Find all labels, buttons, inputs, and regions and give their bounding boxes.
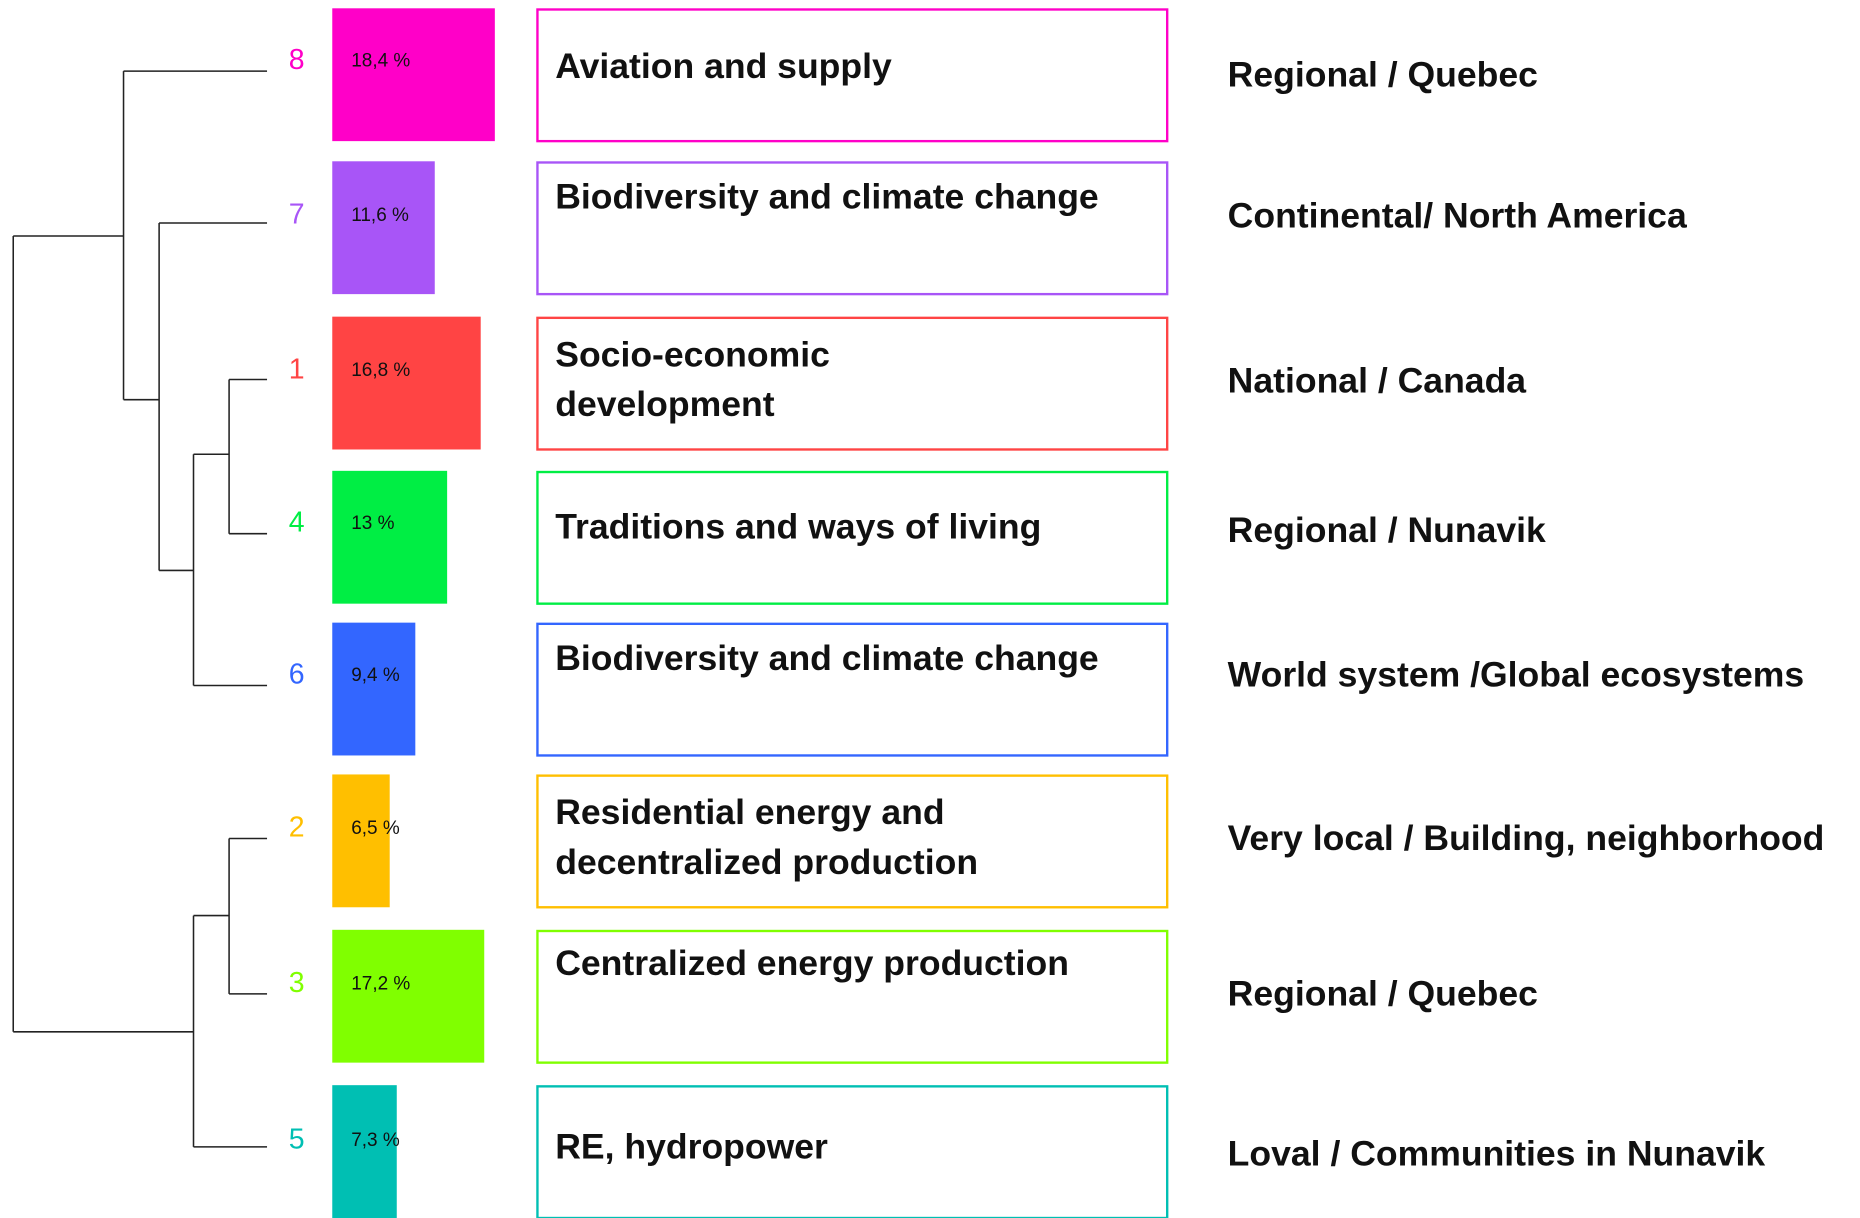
- cluster-number: 7: [289, 198, 305, 230]
- theme-box: [536, 161, 1169, 296]
- cluster-number: 3: [289, 967, 305, 999]
- share-label: 13 %: [351, 513, 394, 534]
- share-label: 11,6 %: [351, 205, 409, 226]
- share-bar: [332, 622, 416, 756]
- theme-text: RE, hydropower: [555, 1127, 828, 1167]
- theme-box: [536, 316, 1169, 451]
- scale-text: Regional / Nunavik: [1228, 510, 1546, 550]
- share-bar: [332, 929, 485, 1063]
- theme-text: Residential energy and: [555, 792, 944, 832]
- theme-text: Biodiversity and climate change: [555, 638, 1099, 678]
- share-bar: [332, 470, 448, 604]
- scale-text: National / Canada: [1228, 360, 1527, 400]
- share-label: 17,2 %: [351, 973, 410, 994]
- share-bar: [332, 1085, 397, 1218]
- cluster-number: 8: [289, 44, 305, 76]
- dendrogram: [12, 70, 268, 1148]
- cluster-number: 6: [289, 659, 305, 691]
- share-label: 18,4 %: [351, 51, 410, 72]
- share-label: 6,5 %: [351, 818, 400, 839]
- theme-text: Traditions and ways of living: [555, 506, 1041, 546]
- share-label: 9,4 %: [351, 665, 400, 686]
- theme-box: [536, 622, 1169, 757]
- scale-text: World system /Global ecosystems: [1228, 655, 1804, 695]
- share-label: 16,8 %: [351, 360, 410, 381]
- share-bar: [332, 774, 390, 908]
- theme-box: [536, 8, 1169, 143]
- theme-text: decentralized production: [555, 842, 978, 882]
- theme-text: Socio-economic: [555, 334, 830, 374]
- scale-text: Regional / Quebec: [1228, 54, 1538, 94]
- cluster-number: 1: [289, 354, 305, 386]
- share-label: 7,3 %: [351, 1130, 400, 1151]
- theme-text: development: [555, 384, 775, 424]
- scale-text: Very local / Building, neighborhood: [1228, 818, 1825, 858]
- cluster-number: 5: [289, 1123, 305, 1155]
- theme-text: Centralized energy production: [555, 943, 1069, 983]
- theme-text: Aviation and supply: [555, 46, 892, 86]
- theme-box: [536, 929, 1169, 1064]
- scale-text: Regional / Quebec: [1228, 974, 1538, 1014]
- tree-branches: [12, 70, 268, 1148]
- share-bar: [332, 8, 495, 142]
- theme-box: [536, 470, 1169, 605]
- theme-box: [536, 1085, 1169, 1218]
- share-bar: [332, 161, 435, 295]
- theme-text: Biodiversity and climate change: [555, 177, 1099, 217]
- theme-box: [536, 774, 1169, 909]
- cluster-number: 4: [289, 507, 305, 539]
- share-bar: [332, 316, 481, 450]
- scale-text: Continental/ North America: [1228, 196, 1687, 236]
- scale-text: Loval / Communities in Nunavik: [1228, 1134, 1766, 1174]
- cluster-number: 2: [289, 812, 305, 844]
